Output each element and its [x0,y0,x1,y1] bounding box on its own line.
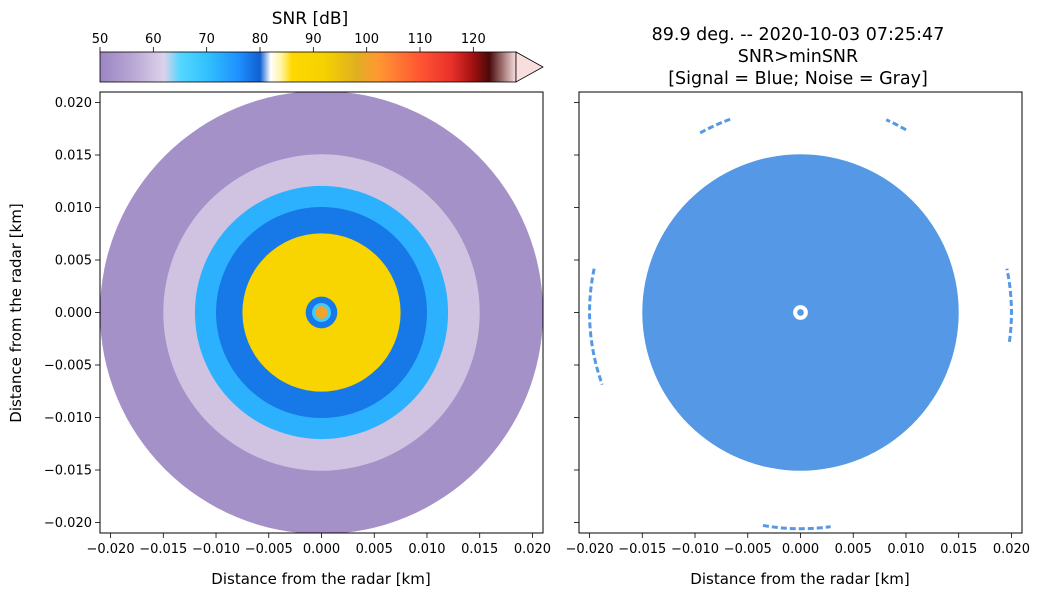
y-tick-label: −0.010 [44,411,92,426]
snr-map [100,92,543,533]
right-title-line3: [Signal = Blue; Noise = Gray] [668,69,928,89]
x-tick-label: 0.020 [993,542,1030,557]
snr-ring [315,306,328,319]
left-x-axis-label: Distance from the radar [km] [211,570,430,588]
right-title-line2: SNR>minSNR [738,47,858,67]
x-tick-label: 0.010 [408,542,445,557]
left-x-ticks: −0.020 −0.015 −0.010 −0.005 0.000 0.005 0.010 0… [86,533,551,557]
colorbar-gradient [99,51,517,83]
colorbar: SNR [dB] 50 60 70 80 90 100 110 120 [92,9,544,83]
x-tick-label: 0.005 [356,542,393,557]
right-x-axis-label: Distance from the radar [km] [690,570,909,588]
y-tick-label: 0.020 [55,96,92,111]
y-tick-label: 0.000 [55,306,92,321]
x-tick-label: −0.010 [671,542,719,557]
left-y-axis-label: Distance from the radar [km] [7,203,25,422]
x-tick-label: −0.015 [139,542,187,557]
colorbar-tick-label: 50 [92,32,109,47]
x-tick-label: 0.000 [303,542,340,557]
x-tick-label: 0.000 [782,542,819,557]
x-tick-label: −0.005 [724,542,772,557]
y-tick-label: 0.010 [55,201,92,216]
colorbar-tick-label: 80 [252,32,269,47]
left-panel: −0.020 −0.015 −0.010 −0.005 0.000 0.005 0.010 0… [7,91,551,588]
y-tick-label: 0.005 [55,254,92,269]
colorbar-tick-label: 90 [305,32,322,47]
signal-arc [1005,268,1013,343]
colorbar-ticks: 50 60 70 80 90 100 110 120 [92,32,486,52]
signal-arc [762,523,831,531]
right-panel: 89.9 deg. -- 2020-10-03 07:25:47 SNR>min… [565,25,1030,588]
x-tick-label: −0.015 [618,542,666,557]
left-y-ticks: −0.020 −0.015 −0.010 −0.005 0.000 0.005 0.010 0… [44,96,100,531]
y-tick-label: 0.015 [55,149,92,164]
x-tick-label: 0.005 [835,542,872,557]
x-tick-label: −0.020 [565,542,613,557]
x-tick-label: −0.020 [86,542,134,557]
right-title-line1: 89.9 deg. -- 2020-10-03 07:25:47 [652,25,945,45]
x-tick-label: 0.020 [514,542,551,557]
colorbar-tick-label: 70 [198,32,215,47]
signal-arc [885,118,907,132]
right-x-ticks: −0.020 −0.015 −0.010 −0.005 0.000 0.005 0.010 0… [565,533,1030,557]
colorbar-tick-label: 60 [145,32,162,47]
colorbar-label: SNR [dB] [272,9,348,29]
x-tick-label: 0.015 [461,542,498,557]
y-tick-label: −0.005 [44,359,92,374]
x-tick-label: 0.015 [940,542,977,557]
x-tick-label: −0.010 [192,542,240,557]
colorbar-tick-label: 110 [408,32,433,47]
x-tick-label: 0.010 [887,542,924,557]
right-y-ticks [574,102,579,523]
signal-arc [588,268,604,386]
signal-arc [696,117,731,136]
colorbar-extend-triangle [515,51,544,83]
signal-mask-map [588,117,1013,531]
y-tick-label: −0.020 [44,516,92,531]
colorbar-tick-label: 120 [461,32,486,47]
colorbar-tick-label: 100 [354,32,379,47]
signal-center-dot [797,309,804,316]
x-tick-label: −0.005 [245,542,293,557]
y-tick-label: −0.015 [44,464,92,479]
